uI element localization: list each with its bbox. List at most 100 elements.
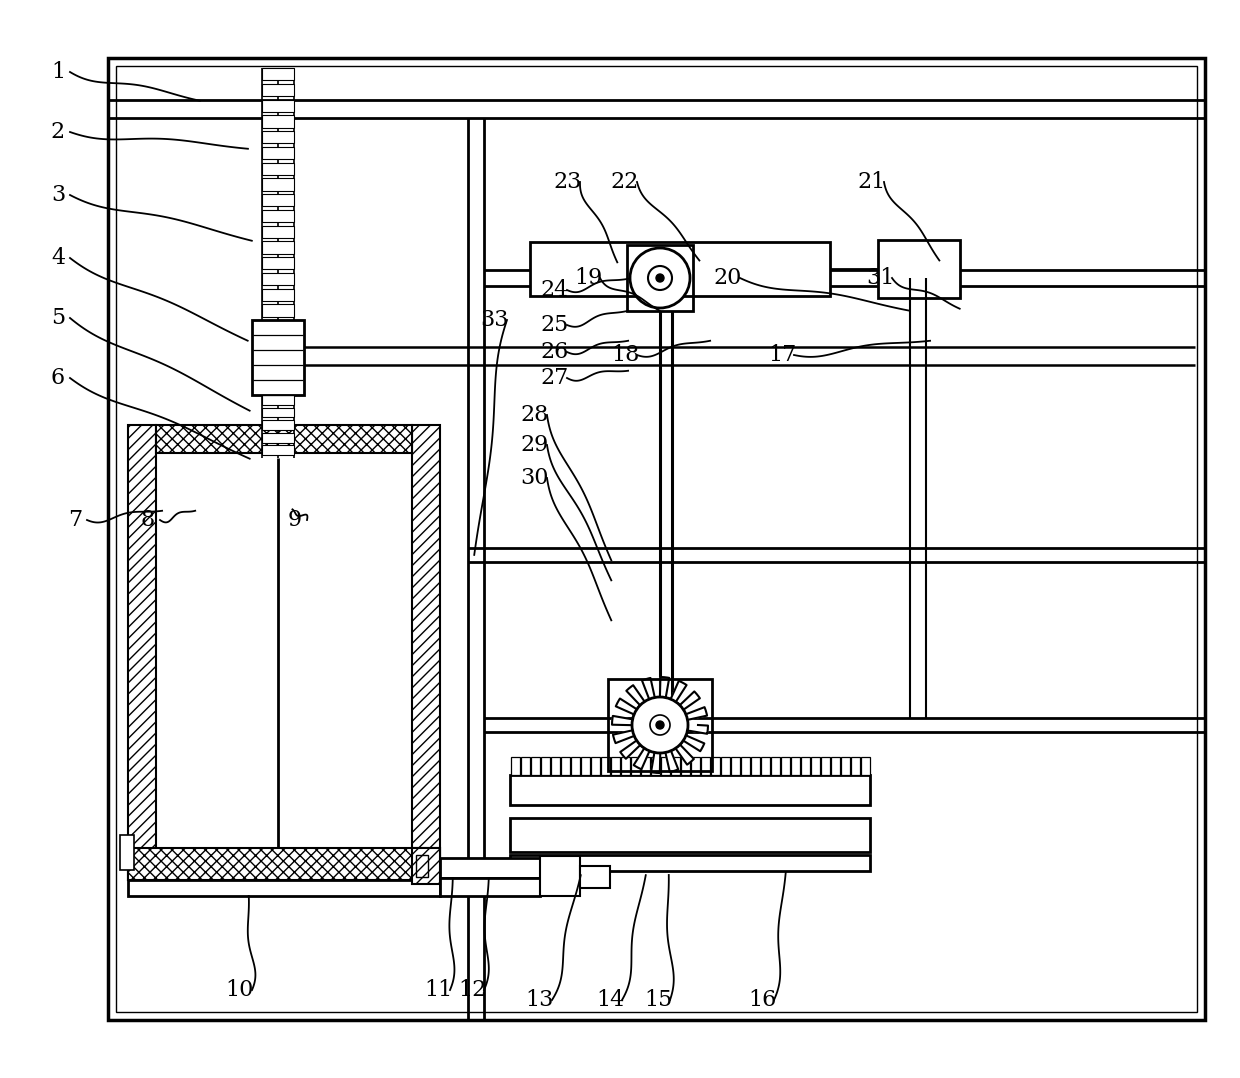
Text: 33: 33 [481,309,510,331]
Bar [600,757,610,775]
Bar [661,757,670,775]
Bar [156,425,412,852]
Circle shape [650,715,670,735]
Bar [412,848,440,884]
Bar [262,445,294,455]
Bar [720,757,729,775]
Text: 25: 25 [541,314,569,336]
Bar [120,835,134,870]
Text: 27: 27 [541,367,569,389]
Text: 14: 14 [596,989,624,1011]
Bar [262,99,294,112]
Text: 20: 20 [714,267,743,289]
Bar [610,757,620,775]
Text: 21: 21 [858,171,887,193]
Bar [821,757,830,775]
Text: 2: 2 [51,121,64,143]
Bar [730,757,739,775]
Bar [128,425,156,880]
Text: 22: 22 [611,171,639,193]
Text: 15: 15 [644,989,672,1011]
Bar [412,425,440,880]
Bar [262,273,294,285]
Bar [510,818,870,852]
Bar [262,225,294,238]
Bar [262,132,294,143]
Bar [651,757,660,775]
Bar [262,420,294,430]
Bar [539,856,580,896]
Bar [262,395,294,405]
Polygon shape [613,677,708,773]
Text: 4: 4 [51,247,64,270]
Bar [128,880,440,896]
Bar [531,757,539,775]
Circle shape [649,266,672,290]
Bar [627,245,693,310]
Text: 6: 6 [51,367,64,389]
Bar [580,866,610,888]
Bar [415,855,428,877]
Bar [560,757,569,775]
Bar [590,757,599,775]
Bar [262,257,294,270]
Bar [620,757,630,775]
Bar [262,407,294,417]
Text: 7: 7 [68,509,82,531]
Text: 19: 19 [574,267,603,289]
Text: 10: 10 [226,979,254,1001]
Text: 12: 12 [458,979,486,1001]
Circle shape [656,274,663,282]
Bar [262,304,294,317]
Text: 30: 30 [521,467,549,489]
Bar [521,757,529,775]
Bar [580,757,589,775]
Bar [262,194,294,206]
Bar [801,757,810,775]
Bar [861,757,869,775]
Text: 11: 11 [424,979,453,1001]
Bar [791,757,800,775]
Bar [440,858,539,877]
Circle shape [630,248,689,308]
Bar [811,757,820,775]
Bar [671,757,680,775]
Bar [641,757,650,775]
Bar [608,679,712,771]
Bar [510,855,870,871]
Bar [541,757,549,775]
Bar [510,775,870,805]
Text: 24: 24 [541,279,569,301]
Text: 29: 29 [521,434,549,456]
Bar [681,757,689,775]
Text: 9: 9 [288,509,303,531]
Bar [262,68,294,80]
Bar [262,115,294,127]
Bar [780,757,790,775]
Bar [691,757,699,775]
Text: 13: 13 [526,989,554,1011]
Circle shape [632,697,688,754]
Bar [262,210,294,222]
Bar [711,757,719,775]
Bar [760,757,770,775]
Text: 26: 26 [541,341,569,363]
Text: 16: 16 [748,989,776,1011]
Bar [570,757,579,775]
Bar [701,757,709,775]
Bar [440,877,539,896]
Text: 8: 8 [141,509,155,531]
Text: 5: 5 [51,307,64,329]
Text: 18: 18 [611,344,639,367]
Bar [262,178,294,191]
Bar [831,757,839,775]
Bar [156,425,412,453]
Bar [252,320,304,395]
Bar [262,147,294,160]
Bar [740,757,749,775]
Bar [117,66,1197,1012]
Bar [770,757,780,775]
Bar [878,240,960,298]
Bar [262,241,294,253]
Bar [262,84,294,96]
